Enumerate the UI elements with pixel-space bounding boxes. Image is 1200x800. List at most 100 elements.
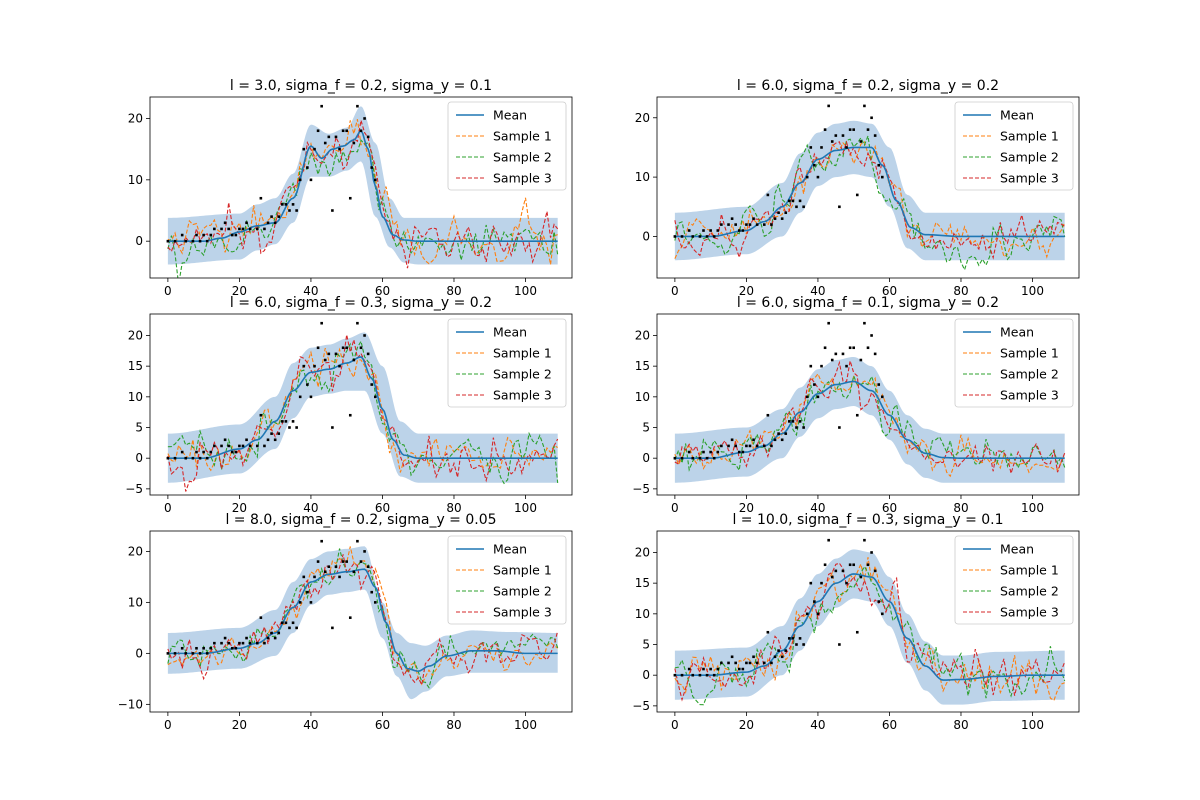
data-point bbox=[788, 420, 791, 423]
data-point bbox=[680, 235, 684, 238]
x-tick-label: 60 bbox=[882, 284, 897, 298]
x-tick-label: 40 bbox=[810, 718, 825, 732]
x-tick-label: 40 bbox=[303, 718, 318, 732]
x-tick-label: 60 bbox=[375, 501, 390, 515]
data-point bbox=[816, 612, 820, 616]
y-tick-label: 0 bbox=[642, 451, 650, 465]
y-tick-label: 15 bbox=[635, 576, 650, 590]
data-point bbox=[359, 560, 363, 563]
data-point bbox=[348, 616, 352, 619]
data-point bbox=[263, 641, 266, 645]
x-tick-label: 80 bbox=[446, 718, 461, 732]
data-point bbox=[255, 444, 259, 448]
data-point bbox=[198, 239, 202, 243]
mean-line bbox=[167, 356, 558, 459]
axes-frame bbox=[149, 313, 573, 496]
x-tick-label: 100 bbox=[514, 718, 537, 732]
data-point bbox=[277, 432, 281, 435]
data-point bbox=[309, 601, 313, 604]
data-point bbox=[820, 364, 823, 368]
data-point bbox=[352, 358, 356, 362]
data-point bbox=[809, 581, 813, 585]
data-point bbox=[316, 129, 320, 133]
data-point bbox=[345, 560, 348, 563]
plot-area bbox=[166, 321, 559, 492]
y-tick-label: 0 bbox=[135, 646, 143, 660]
data-point bbox=[830, 358, 834, 362]
data-point bbox=[798, 420, 802, 423]
legend-label: Sample 1 bbox=[493, 563, 552, 578]
data-point bbox=[263, 227, 266, 231]
data-point bbox=[816, 395, 820, 399]
data-point bbox=[770, 444, 773, 448]
data-point bbox=[341, 560, 345, 563]
data-point bbox=[852, 346, 855, 350]
data-point bbox=[863, 321, 866, 325]
legend-box bbox=[954, 535, 1074, 625]
data-point bbox=[352, 141, 356, 145]
data-point bbox=[238, 641, 241, 645]
data-point bbox=[331, 626, 334, 630]
data-point bbox=[263, 444, 266, 448]
legend-label: Sample 3 bbox=[493, 605, 552, 620]
data-point bbox=[823, 128, 827, 131]
confidence-band bbox=[674, 549, 1065, 705]
data-point bbox=[798, 637, 802, 640]
data-point bbox=[766, 630, 770, 634]
data-point bbox=[284, 203, 288, 206]
data-point bbox=[374, 601, 377, 604]
data-point bbox=[727, 223, 730, 226]
data-point bbox=[220, 641, 223, 645]
data-point bbox=[784, 649, 788, 652]
data-point bbox=[291, 203, 295, 206]
subplot-title: l = 6.0, sigma_f = 0.3, sigma_y = 0.2 bbox=[230, 295, 492, 311]
legend-label: Sample 3 bbox=[1000, 605, 1059, 620]
data-point bbox=[348, 413, 352, 417]
data-point bbox=[273, 438, 277, 442]
data-point bbox=[702, 229, 705, 232]
data-point bbox=[295, 626, 298, 630]
data-point bbox=[766, 413, 770, 417]
x-tick-label: 0 bbox=[164, 284, 172, 298]
data-point bbox=[741, 667, 745, 671]
legend-label: Sample 3 bbox=[493, 171, 552, 186]
data-point bbox=[863, 104, 866, 108]
data-point bbox=[830, 575, 834, 579]
data-point bbox=[238, 444, 241, 448]
x-tick-label: 0 bbox=[671, 718, 679, 732]
data-point bbox=[230, 450, 234, 454]
data-point bbox=[855, 630, 859, 634]
data-point bbox=[705, 456, 709, 460]
data-point bbox=[773, 655, 777, 659]
x-tick-label: 20 bbox=[232, 284, 247, 298]
data-point bbox=[173, 652, 177, 655]
sample-3-line bbox=[674, 140, 1065, 260]
sample-1-line bbox=[674, 557, 1065, 702]
x-tick-label: 20 bbox=[739, 501, 754, 515]
legend-label: Sample 1 bbox=[1000, 563, 1059, 578]
data-point bbox=[348, 196, 352, 200]
data-point bbox=[195, 450, 198, 454]
data-point bbox=[184, 239, 188, 243]
data-point bbox=[302, 147, 306, 151]
data-point bbox=[870, 334, 873, 337]
legend-label: Sample 2 bbox=[1000, 150, 1059, 165]
sample-3-line bbox=[674, 360, 1066, 476]
data-point bbox=[773, 438, 777, 442]
data-point bbox=[866, 563, 870, 567]
data-point bbox=[734, 444, 737, 448]
data-point bbox=[245, 636, 248, 640]
legend-label: Sample 1 bbox=[493, 346, 552, 361]
data-point bbox=[834, 569, 838, 573]
legend-label: Mean bbox=[1000, 542, 1034, 557]
data-point bbox=[727, 444, 730, 448]
data-point bbox=[363, 334, 366, 337]
data-point bbox=[745, 223, 748, 226]
data-point bbox=[838, 643, 841, 646]
data-point bbox=[205, 239, 209, 243]
legend-label: Sample 2 bbox=[493, 367, 552, 382]
data-point bbox=[327, 135, 331, 139]
data-point bbox=[223, 636, 227, 640]
data-point bbox=[762, 661, 766, 665]
y-tick-label: 20 bbox=[635, 111, 650, 125]
